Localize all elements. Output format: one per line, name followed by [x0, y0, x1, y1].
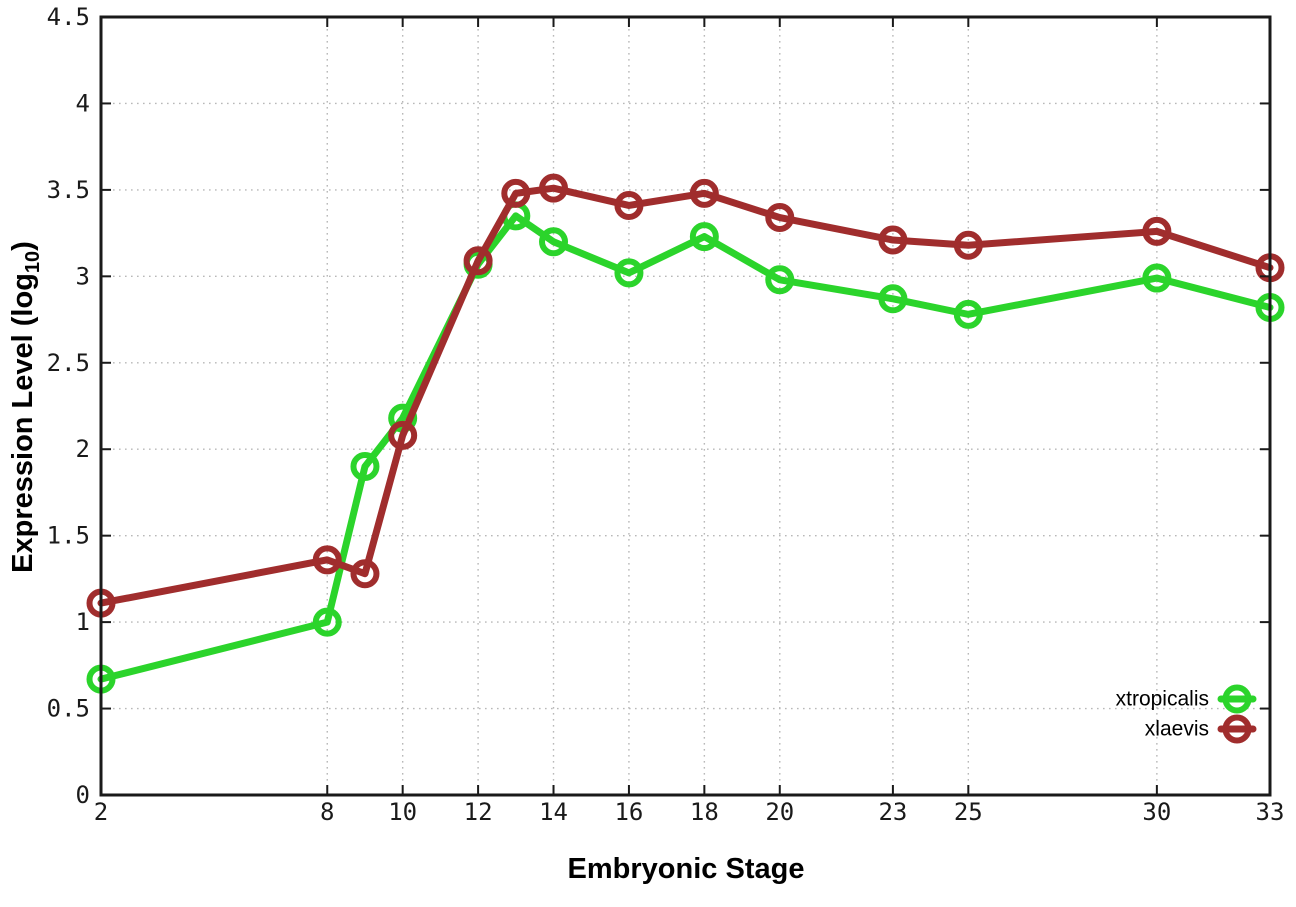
- plot-border: [99, 15, 1272, 797]
- data-point-xlaevis: [953, 230, 983, 260]
- y-axis-title-subscript: 10: [22, 251, 44, 273]
- data-point-xtropicalis: [350, 452, 380, 482]
- y-tick-label: 0: [76, 781, 90, 809]
- data-point-xlaevis: [312, 545, 342, 575]
- x-tick-label: 23: [878, 798, 907, 826]
- legend: xtropicalis xlaevis: [1116, 684, 1257, 744]
- data-point-xtropicalis: [312, 607, 342, 637]
- legend-marker-icon: [1222, 714, 1252, 744]
- tick-label-layer: 2 8 10 12 14 16 18 20 23 25 30 33 0 0.5 1 1.5 2 2.5 3 3.5 4 4…: [47, 3, 1285, 826]
- data-point-xlaevis: [350, 559, 380, 589]
- x-tick-label: 2: [94, 798, 108, 826]
- data-point-xtropicalis: [953, 299, 983, 329]
- x-tick-label: 14: [539, 798, 568, 826]
- y-axis-title: Expression Level (log10): [7, 241, 44, 573]
- x-tick-label: 10: [388, 798, 417, 826]
- y-tick-label: 1: [76, 608, 90, 636]
- series-layer: [86, 173, 1285, 694]
- y-tick-label: 1.5: [47, 522, 90, 550]
- y-tick-label: 3: [76, 262, 90, 290]
- data-point-xlaevis: [501, 178, 531, 208]
- data-point-xtropicalis: [614, 258, 644, 288]
- x-tick-label: 12: [464, 798, 493, 826]
- data-point-xtropicalis: [539, 227, 569, 257]
- data-point-xlaevis: [388, 420, 418, 450]
- grid-layer: [101, 17, 1270, 795]
- legend-label: xlaevis: [1145, 718, 1209, 741]
- series-line-xlaevis: [97, 184, 1274, 607]
- x-axis-title: Embryonic Stage: [568, 853, 805, 885]
- data-point-xlaevis: [463, 246, 493, 276]
- legend-entry-xlaevis: xlaevis: [1145, 714, 1257, 744]
- x-tick-label: 16: [614, 798, 643, 826]
- data-point-xtropicalis: [878, 284, 908, 314]
- y-tick-label: 4.5: [47, 3, 90, 31]
- x-tick-label: 25: [954, 798, 983, 826]
- data-point-xlaevis: [1142, 216, 1172, 246]
- data-point-xlaevis: [614, 190, 644, 220]
- x-tick-label: 20: [765, 798, 794, 826]
- data-point-xtropicalis: [1142, 263, 1172, 293]
- data-point-xtropicalis: [689, 222, 719, 252]
- data-point-xlaevis: [689, 178, 719, 208]
- data-point-xlaevis: [539, 173, 569, 203]
- legend-label: xtropicalis: [1116, 688, 1209, 711]
- y-tick-label: 2.5: [47, 349, 90, 377]
- x-tick-label: 33: [1256, 798, 1285, 826]
- axis-layer: [99, 15, 1272, 797]
- y-tick-label: 3.5: [47, 176, 90, 204]
- legend-marker-icon: [1222, 684, 1252, 714]
- y-axis-title-main: Expression Level (log: [7, 273, 39, 573]
- series-line-xtropicalis: [97, 212, 1274, 683]
- data-point-xlaevis: [765, 203, 795, 233]
- y-tick-label: 4: [76, 89, 90, 117]
- data-point-xtropicalis: [765, 265, 795, 295]
- x-tick-label: 8: [320, 798, 334, 826]
- y-tick-label: 0.5: [47, 695, 90, 723]
- data-point-xlaevis: [878, 225, 908, 255]
- y-tick-label: 2: [76, 435, 90, 463]
- x-tick-label: 30: [1142, 798, 1171, 826]
- x-tick-label: 18: [690, 798, 719, 826]
- y-axis-title-close: ): [7, 241, 39, 251]
- legend-entry-xtropicalis: xtropicalis: [1116, 684, 1257, 714]
